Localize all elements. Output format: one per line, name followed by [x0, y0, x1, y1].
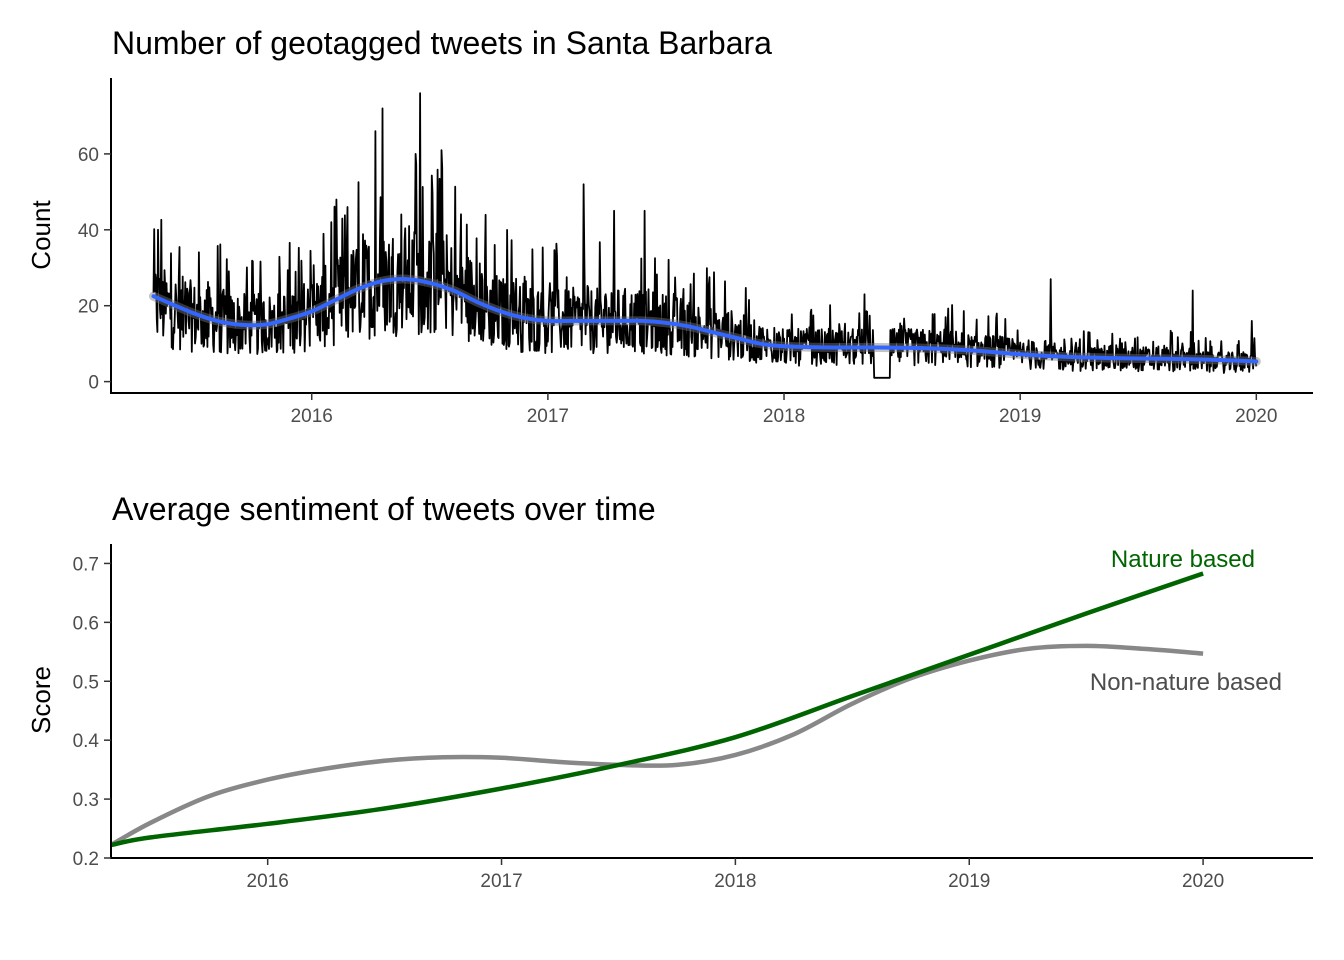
y-tick-label: 60 — [78, 145, 99, 166]
series-nature-based-line — [110, 571, 1204, 848]
x-axis: 2016 2017 2018 2019 2020 — [291, 393, 1277, 427]
x-tick-label: 2020 — [1182, 871, 1224, 892]
y-tick-label: 0 — [88, 373, 99, 394]
x-tick-label: 2018 — [714, 871, 756, 892]
y-axis: 0.2 0.3 0.4 0.5 0.6 0.7 — [73, 554, 111, 870]
chart-title: Number of geotagged tweets in Santa Barb… — [112, 25, 772, 61]
y-tick-label: 0.3 — [73, 790, 99, 811]
x-tick-label: 2016 — [247, 871, 289, 892]
plot-area — [109, 571, 1204, 848]
y-tick-label: 0.6 — [73, 613, 99, 634]
plot-area — [149, 92, 1261, 379]
x-tick-label: 2016 — [291, 406, 333, 427]
axes — [110, 544, 1313, 859]
series-non-nature-based-line — [109, 643, 1204, 847]
y-tick-label: 0.7 — [73, 554, 99, 575]
y-tick-label: 0.2 — [73, 849, 99, 870]
y-tick-label: 0.4 — [73, 731, 100, 752]
chart-title: Average sentiment of tweets over time — [112, 491, 656, 527]
y-tick-label: 20 — [78, 297, 99, 318]
series-smoothed-trend-line — [151, 277, 1259, 364]
sentiment-chart: Average sentiment of tweets over time Sc… — [26, 491, 1313, 892]
y-tick-label: 0.5 — [73, 672, 99, 693]
x-tick-label: 2019 — [948, 871, 990, 892]
x-tick-label: 2020 — [1235, 406, 1277, 427]
y-axis-label: Count — [26, 200, 56, 270]
y-axis: 0 20 40 60 — [78, 145, 111, 394]
x-tick-label: 2017 — [527, 406, 569, 427]
x-tick-label: 2019 — [999, 406, 1041, 427]
tweet-count-chart: Number of geotagged tweets in Santa Barb… — [26, 25, 1313, 427]
axes — [110, 78, 1313, 394]
x-tick-label: 2017 — [480, 871, 522, 892]
series-label-nature: Nature based — [1111, 546, 1255, 573]
series-label-non-nature: Non-nature based — [1090, 669, 1282, 696]
y-tick-label: 40 — [78, 221, 99, 242]
y-axis-label: Score — [26, 666, 56, 734]
series-daily-count-line — [152, 92, 1258, 379]
x-axis: 2016 2017 2018 2019 2020 — [247, 858, 1224, 892]
x-tick-label: 2018 — [763, 406, 805, 427]
